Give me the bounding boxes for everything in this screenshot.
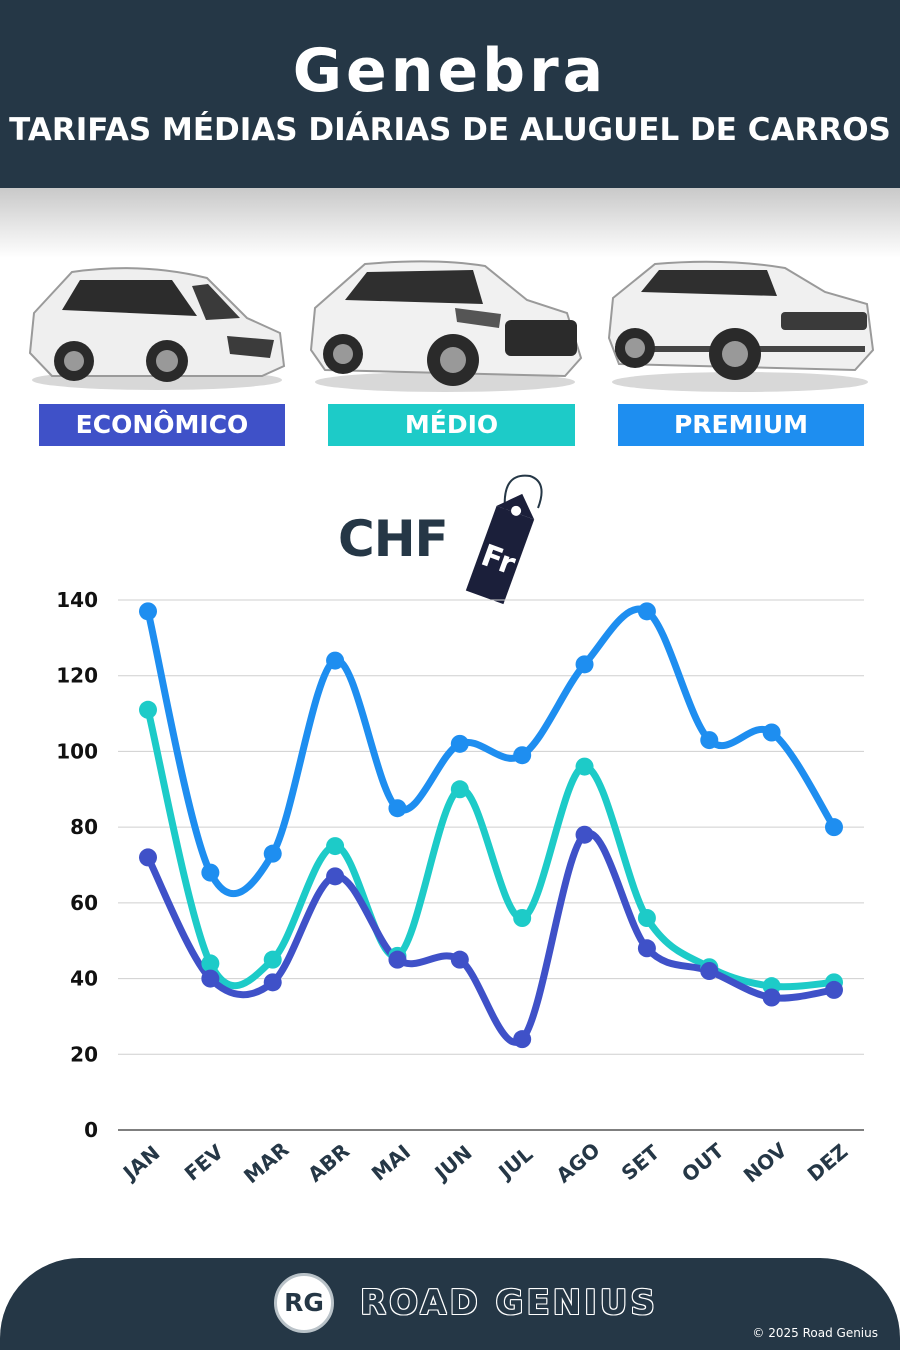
data-point: [326, 837, 345, 856]
data-point: [450, 734, 469, 753]
data-point: [762, 723, 781, 742]
rental-rates-chart: 0 20 40 60 80 100 120 140 JAN FEV MAR ABR MAI JUN JUL A…: [56, 588, 864, 1188]
data-point: [513, 1030, 532, 1049]
series-line: [144, 829, 838, 1046]
header: Genebra TARIFAS MÉDIAS DIÁRIAS DE ALUGUE…: [0, 0, 900, 188]
midsize-car-image: [309, 260, 583, 392]
data-point: [201, 969, 220, 988]
data-point: [700, 731, 719, 750]
page-title: Genebra: [292, 36, 608, 106]
badge-premium: PREMIUM: [618, 404, 864, 446]
data-point: [326, 867, 345, 886]
price-tag-icon: Fr: [465, 474, 543, 605]
data-point: [575, 825, 594, 844]
data-point: [637, 909, 656, 927]
y-tick-label: 120: [56, 664, 98, 688]
y-tick-label: 40: [70, 967, 98, 991]
currency-label: CHF: [338, 510, 449, 568]
data-point: [201, 863, 220, 882]
data-point: [139, 602, 157, 621]
y-tick-label: 100: [56, 739, 98, 763]
x-tick-label: ABR: [303, 1139, 354, 1187]
badge-medio: MÉDIO: [328, 404, 575, 446]
data-point: [326, 651, 345, 670]
road-genius-logo: RG: [274, 1273, 334, 1333]
page-subtitle: TARIFAS MÉDIAS DIÁRIAS DE ALUGUEL DE CAR…: [9, 112, 891, 148]
x-tick-label: MAI: [367, 1140, 415, 1186]
data-point: [575, 655, 594, 674]
data-point: [139, 700, 157, 719]
data-point: [825, 818, 843, 837]
data-point: [450, 780, 469, 799]
x-tick-label: DEZ: [803, 1139, 853, 1186]
y-tick-label: 60: [70, 891, 98, 915]
brand-name: ROAD GENIUS: [360, 1283, 658, 1323]
data-point: [637, 602, 656, 621]
data-point: [139, 848, 157, 867]
data-point: [575, 757, 594, 776]
y-tick-label: 140: [56, 588, 98, 612]
y-tick-label: 80: [70, 815, 98, 839]
x-tick-label: JUL: [492, 1142, 537, 1185]
y-tick-label: 20: [70, 1042, 98, 1066]
x-tick-label: SET: [617, 1140, 665, 1185]
x-tick-label: OUT: [677, 1138, 729, 1187]
data-point: [513, 909, 532, 927]
data-point: [825, 980, 843, 999]
footer: [0, 1258, 900, 1350]
data-point: [201, 954, 220, 973]
data-point: [700, 962, 719, 980]
x-tick-label: MAR: [239, 1137, 293, 1188]
data-point: [263, 950, 282, 969]
data-point: [637, 939, 656, 958]
y-tick-label: 0: [84, 1118, 98, 1142]
copyright-text: © 2025 Road Genius: [752, 1326, 878, 1340]
data-point: [388, 799, 407, 818]
x-tick-label: JAN: [117, 1141, 164, 1186]
economy-car-image: [28, 267, 286, 390]
x-tick-label: JUN: [429, 1140, 477, 1186]
data-point: [762, 988, 781, 1007]
data-point: [450, 950, 469, 969]
data-point: [388, 950, 407, 969]
header-shadow: [0, 188, 900, 258]
x-tick-label: FEV: [180, 1139, 229, 1185]
data-point: [513, 746, 532, 765]
x-tick-label: NOV: [739, 1137, 792, 1187]
premium-car-image: [607, 260, 875, 392]
data-point: [263, 844, 282, 863]
badge-economico: ECONÔMICO: [39, 404, 285, 446]
data-point: [263, 973, 282, 992]
x-tick-label: AGO: [552, 1138, 605, 1188]
